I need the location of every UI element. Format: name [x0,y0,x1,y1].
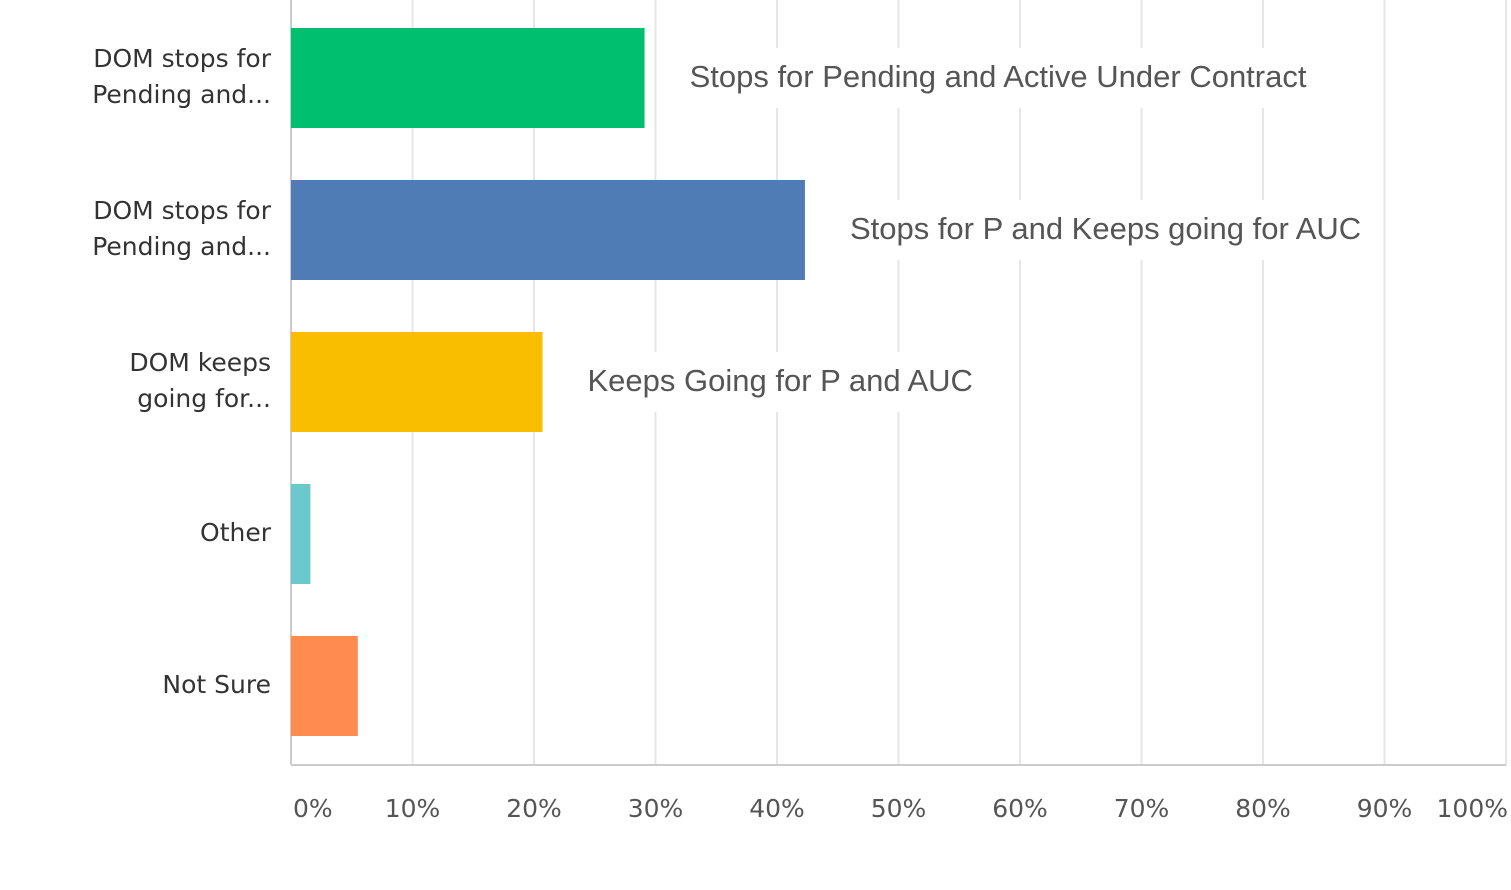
annotation-background [834,200,1377,260]
category-label: Not Sure [162,670,271,699]
category-label: DOM stops for [93,196,272,225]
x-tick-label: 80% [1235,794,1291,823]
bar [291,484,311,584]
annotation: Stops for Pending and Active Under Contr… [690,59,1307,94]
bar [291,636,358,736]
x-tick-label: 30% [628,794,684,823]
x-tick-label: 0% [293,794,333,823]
category-label: DOM stops for [93,44,272,73]
x-tick-label: 60% [992,794,1048,823]
category-label: Pending and... [92,232,271,261]
x-tick-label: 100% [1437,794,1508,823]
category-label: Other [200,518,272,547]
bar [291,332,543,432]
annotation-background [572,352,988,412]
x-tick-label: 50% [871,794,927,823]
annotation: Stops for P and Keeps going for AUC [850,211,1361,246]
x-tick-label: 10% [385,794,441,823]
x-tick-label: 70% [1114,794,1170,823]
x-tick-label: 20% [506,794,562,823]
category-label: going for... [137,384,271,413]
x-tick-label: 90% [1357,794,1413,823]
annotation: Keeps Going for P and AUC [588,363,973,398]
category-label: DOM keeps [129,348,271,377]
category-label: Pending and... [92,80,271,109]
annotation-background [674,48,1322,108]
x-tick-label: 40% [749,794,805,823]
bar [291,180,805,280]
bar [291,28,645,128]
